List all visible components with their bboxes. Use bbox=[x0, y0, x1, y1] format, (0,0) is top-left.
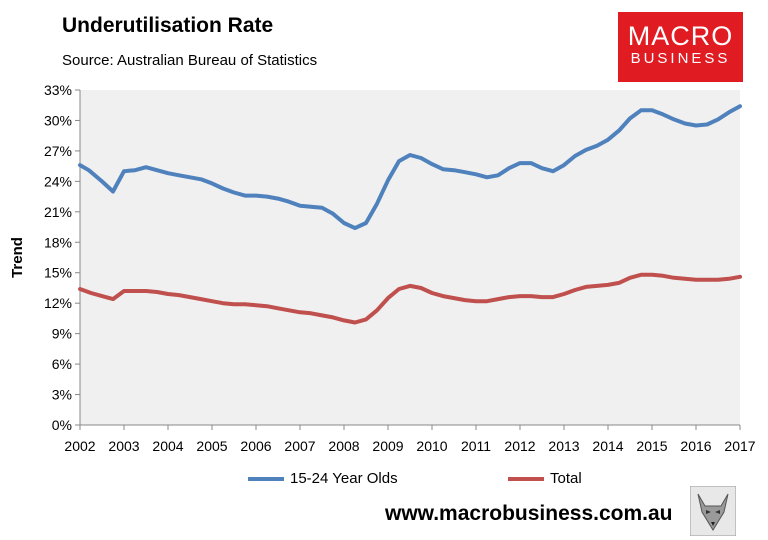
y-tick-label: 18% bbox=[44, 234, 72, 250]
legend-item-total: Total bbox=[508, 470, 582, 487]
series-line-youth bbox=[78, 104, 742, 231]
y-tick-label: 12% bbox=[44, 295, 72, 311]
y-tick-label: 3% bbox=[52, 387, 72, 403]
logo-line-2: BUSINESS bbox=[630, 50, 731, 67]
legend-swatch-total bbox=[508, 476, 544, 481]
legend-label-total: Total bbox=[550, 470, 582, 487]
y-tick-label: 33% bbox=[44, 82, 72, 98]
macrobusiness-logo: MACRO BUSINESS bbox=[618, 12, 743, 82]
x-tick-label: 2002 bbox=[64, 438, 95, 454]
logo-line-1: MACRO bbox=[627, 21, 734, 51]
x-tick-label: 2013 bbox=[548, 438, 579, 454]
series-line-total bbox=[78, 272, 742, 325]
legend-swatch-youth bbox=[248, 476, 284, 481]
fox-logo-icon bbox=[690, 486, 736, 536]
y-tick-label: 15% bbox=[44, 265, 72, 281]
y-tick-label: 9% bbox=[52, 326, 72, 342]
y-tick-label: 0% bbox=[52, 417, 72, 433]
line-chart: 0%3%6%9%12%15%18%21%24%27%30%33% 2002 200… bbox=[9, 82, 756, 454]
y-tick-label: 21% bbox=[44, 204, 72, 220]
series-lines bbox=[78, 104, 742, 325]
footer-url: www.macrobusiness.com.au bbox=[385, 502, 673, 525]
y-tick-label: 30% bbox=[44, 112, 72, 128]
x-tick-label: 2007 bbox=[284, 438, 315, 454]
x-tick-label: 2012 bbox=[504, 438, 535, 454]
x-tick-label: 2016 bbox=[680, 438, 711, 454]
y-tick-label: 6% bbox=[52, 356, 72, 372]
x-tick-label: 2006 bbox=[240, 438, 271, 454]
x-axis: 2002 2003 2004 2005 2006 2007 2008 2009 2010 2011… bbox=[64, 424, 756, 454]
x-tick-label: 2017 bbox=[724, 438, 755, 454]
x-tick-label: 2008 bbox=[328, 438, 359, 454]
y-axis-ticks: 0% 3% 6% 9% 12% 15% 18% 21% 24% 27% 30% 33% bbox=[44, 82, 81, 433]
x-tick-label: 2003 bbox=[108, 438, 139, 454]
y-tick-label: 27% bbox=[44, 143, 72, 159]
legend-label-youth: 15-24 Year Olds bbox=[290, 470, 398, 487]
legend-item-youth: 15-24 Year Olds bbox=[248, 470, 398, 487]
x-tick-label: 2009 bbox=[372, 438, 403, 454]
x-tick-label: 2014 bbox=[592, 438, 623, 454]
x-tick-label: 2010 bbox=[416, 438, 447, 454]
y-axis-label: Trend bbox=[9, 237, 26, 278]
plot-area bbox=[80, 90, 740, 425]
x-tick-label: 2005 bbox=[196, 438, 227, 454]
x-tick-label: 2015 bbox=[636, 438, 667, 454]
x-tick-label: 2004 bbox=[152, 438, 183, 454]
x-tick-label: 2011 bbox=[461, 438, 491, 454]
chart-subtitle: Source: Australian Bureau of Statistics bbox=[62, 52, 318, 69]
y-tick-label: 24% bbox=[44, 173, 72, 189]
chart-title: Underutilisation Rate bbox=[62, 14, 274, 37]
